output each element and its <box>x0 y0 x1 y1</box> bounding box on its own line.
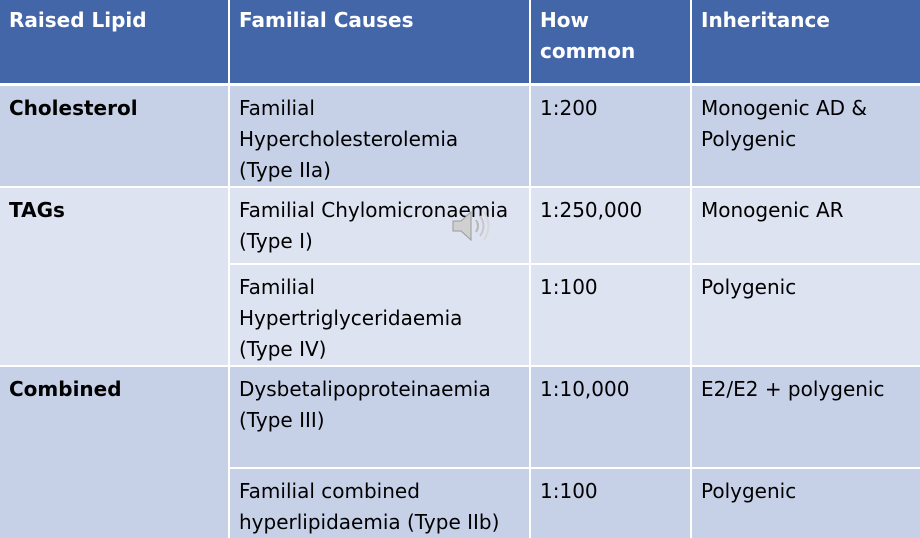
cause-line: (Type I) <box>239 229 313 253</box>
cell-familial-cause: Dysbetalipoproteinaemia (Type III) <box>230 367 531 469</box>
cause-line: Hypertriglyceridaemia <box>239 306 463 330</box>
cause-line: Familial combined <box>239 479 420 503</box>
cell-familial-cause: Familial combined hyperlipidaemia (Type … <box>230 469 531 538</box>
cell-how-common: 1:10,000 <box>531 367 692 469</box>
cause-line: Familial Chylomicronaemia <box>239 198 509 222</box>
cause-line: (Type IV) <box>239 337 327 361</box>
cause-line: Familial <box>239 275 315 299</box>
cause-line: (Type IIa) <box>239 158 331 182</box>
cell-familial-cause: Familial Chylomicronaemia (Type I) <box>230 188 531 265</box>
cause-line: Familial <box>239 96 315 120</box>
cell-familial-cause: Familial Hypercholesterolemia (Type IIa) <box>230 86 531 188</box>
cause-line: hyperlipidaemia (Type IIb) <box>239 510 500 534</box>
header-how-common-line2: common <box>540 39 636 63</box>
cell-familial-cause: Familial Hypertriglyceridaemia (Type IV) <box>230 265 531 367</box>
table-row: Familial Hypertriglyceridaemia (Type IV)… <box>0 265 920 367</box>
cell-inheritance: Polygenic <box>692 265 920 367</box>
header-raised-lipid: Raised Lipid <box>0 0 230 86</box>
cell-raised-lipid: TAGs <box>0 188 230 367</box>
inheritance-line: Polygenic <box>701 127 797 151</box>
header-inheritance: Inheritance <box>692 0 920 86</box>
cause-line: Hypercholesterolemia <box>239 127 459 151</box>
cell-inheritance: Monogenic AR <box>692 188 920 265</box>
cause-line: Dysbetalipoproteinaemia <box>239 377 491 401</box>
cell-raised-lipid: Combined <box>0 367 230 538</box>
table-header-row: Raised Lipid Familial Causes How common I… <box>0 0 920 86</box>
cell-inheritance: Monogenic AD & Polygenic <box>692 86 920 188</box>
header-how-common: How common <box>531 0 692 86</box>
table-row: Cholesterol Familial Hypercholesterolemi… <box>0 86 920 188</box>
cell-inheritance: Polygenic <box>692 469 920 538</box>
table-row: Familial combined hyperlipidaemia (Type … <box>0 469 920 538</box>
cell-how-common: 1:200 <box>531 86 692 188</box>
cause-line: (Type III) <box>239 408 325 432</box>
cell-how-common: 1:250,000 <box>531 188 692 265</box>
cell-how-common: 1:100 <box>531 265 692 367</box>
header-familial-causes: Familial Causes <box>230 0 531 86</box>
cell-how-common: 1:100 <box>531 469 692 538</box>
speaker-icon[interactable] <box>450 208 494 244</box>
cell-inheritance: E2/E2 + polygenic <box>692 367 920 469</box>
table-row: Combined Dysbetalipoproteinaemia (Type I… <box>0 367 920 538</box>
table-row: TAGs Familial Chylomicronaemia (Type I) … <box>0 188 920 367</box>
inheritance-line: Monogenic AD & <box>701 96 868 120</box>
cell-raised-lipid: Cholesterol <box>0 86 230 188</box>
header-how-common-line1: How <box>540 8 589 32</box>
